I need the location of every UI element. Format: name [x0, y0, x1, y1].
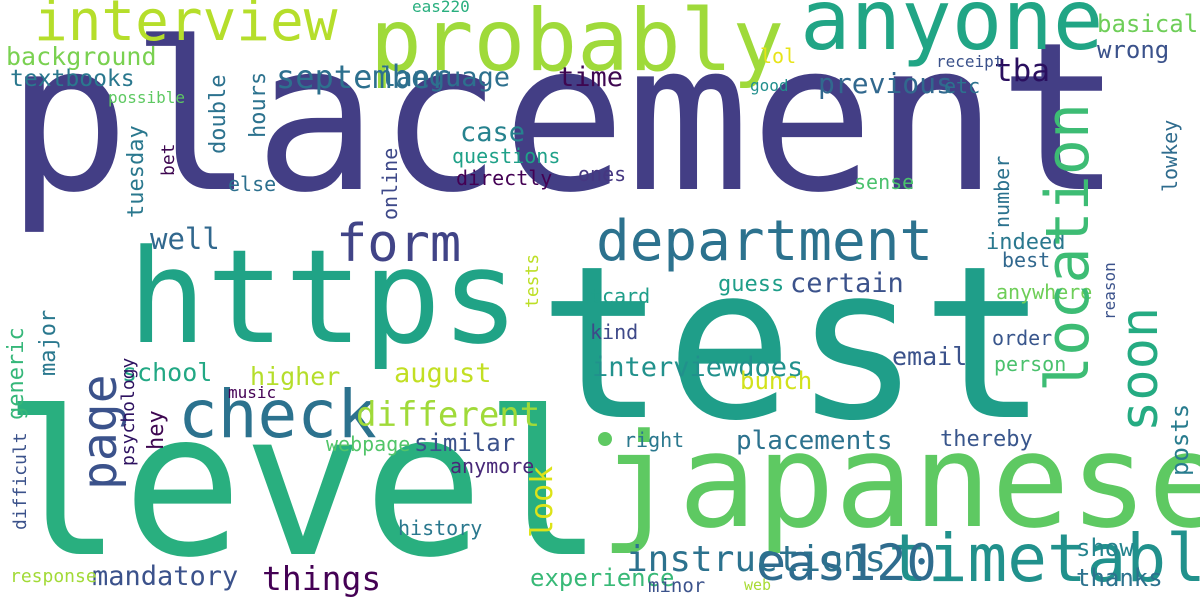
word-soon: kind: [590, 320, 639, 344]
word-thanks: school: [122, 358, 213, 387]
word-possible: tests: [522, 253, 543, 308]
word-time: september: [276, 58, 450, 96]
word-wrong: case: [460, 117, 526, 148]
word-basically: time: [558, 62, 624, 93]
word-response: lol: [760, 44, 797, 68]
word-indeed: experience: [530, 564, 675, 592]
word-online: history: [398, 516, 483, 540]
word-case: tba: [994, 53, 1050, 89]
word-email: similar: [414, 429, 516, 457]
word-lol: email: [892, 342, 968, 371]
word-probably: probably: [370, 0, 785, 91]
word-history: number: [990, 155, 1014, 228]
word-hey: anymore: [450, 454, 535, 478]
word-form: check: [178, 376, 377, 453]
word-questions: major: [36, 309, 61, 376]
word-thereby: thanks: [1076, 564, 1163, 592]
word-placement: placement: [6, 0, 1123, 238]
word-web: etc: [944, 74, 981, 98]
word-location: tcard: [590, 284, 651, 308]
word-higher: wrong: [1097, 36, 1170, 64]
word-level: level: [2, 369, 605, 600]
word-experience: textbooks: [10, 66, 135, 92]
word-bet: thereby: [940, 427, 1033, 452]
word-eas220: possible: [108, 88, 186, 107]
word-etc: indeed: [986, 230, 1066, 255]
word-look: anywhere: [996, 280, 1093, 304]
word-timetable: location: [1033, 103, 1103, 392]
word-school: basically: [1097, 10, 1200, 38]
word-different: page: [72, 374, 128, 490]
word-guess: show: [1076, 534, 1134, 562]
dot-mark: [598, 432, 612, 446]
word-tests: minor: [648, 575, 706, 597]
word-test: test: [538, 220, 1049, 467]
word-music: good: [750, 76, 789, 95]
word-webpage: sense: [854, 170, 915, 194]
word-mandatory: look: [525, 465, 560, 538]
word-good: else: [228, 172, 277, 196]
word-placements: language: [380, 62, 511, 93]
word-https: https: [128, 221, 520, 373]
word-reason: web: [744, 576, 772, 594]
word-tuesday: difficult: [10, 432, 31, 530]
word-lowkey: right: [624, 428, 685, 452]
word-interview: interview: [34, 0, 338, 54]
word-person: directly: [456, 166, 553, 190]
word-double: psychology: [118, 357, 139, 466]
word-eas120: form: [336, 214, 462, 274]
word-directly: generic: [4, 327, 29, 420]
word-major: person: [994, 352, 1067, 376]
word-best: tuesday: [124, 125, 149, 218]
word-august: different: [356, 395, 541, 435]
word-department: department: [596, 209, 934, 274]
word-sense: bunch: [740, 367, 813, 395]
word-certain: previous: [818, 67, 953, 100]
word-anymore: ones: [578, 162, 627, 186]
word-page: best: [1002, 248, 1051, 272]
word-similar: background: [6, 42, 157, 71]
word-instructions: things: [262, 559, 382, 598]
word-bunch: higher: [250, 362, 341, 391]
word-september: well: [150, 222, 220, 256]
word-show: interviewdoes: [592, 352, 804, 383]
word-right: lowkey: [1158, 119, 1182, 192]
word-else: guess: [718, 272, 785, 297]
word-anyone: anyone: [800, 0, 1104, 69]
word-difficult: eas220: [412, 0, 470, 16]
word-tba: instructions: [626, 539, 887, 580]
word-check: timetable: [888, 520, 1200, 597]
word-kind: double: [206, 74, 231, 154]
word-textbooks: placements: [736, 426, 893, 456]
word-background: certain: [790, 268, 904, 299]
word-well: eas120: [756, 534, 937, 592]
word-psychology: music: [228, 383, 277, 402]
word-posts: order: [992, 326, 1053, 350]
word-ones: hey: [144, 410, 169, 450]
word-hours: webpage: [326, 432, 411, 456]
word-receipt: bet: [158, 143, 179, 176]
word-previous: mandatory: [92, 561, 239, 592]
word-things: soon: [1110, 306, 1170, 432]
word-minor: receipt: [936, 52, 1004, 71]
word-generic: reason: [1100, 262, 1119, 320]
word-anywhere: online: [378, 147, 402, 220]
word-number: response: [10, 566, 97, 587]
word-japanese: japanese: [600, 405, 1200, 557]
word-order: questions: [452, 144, 561, 168]
word-interviewdoes: posts: [1166, 403, 1194, 476]
word-tcard: hours: [246, 71, 271, 138]
word-language: august: [394, 358, 492, 389]
